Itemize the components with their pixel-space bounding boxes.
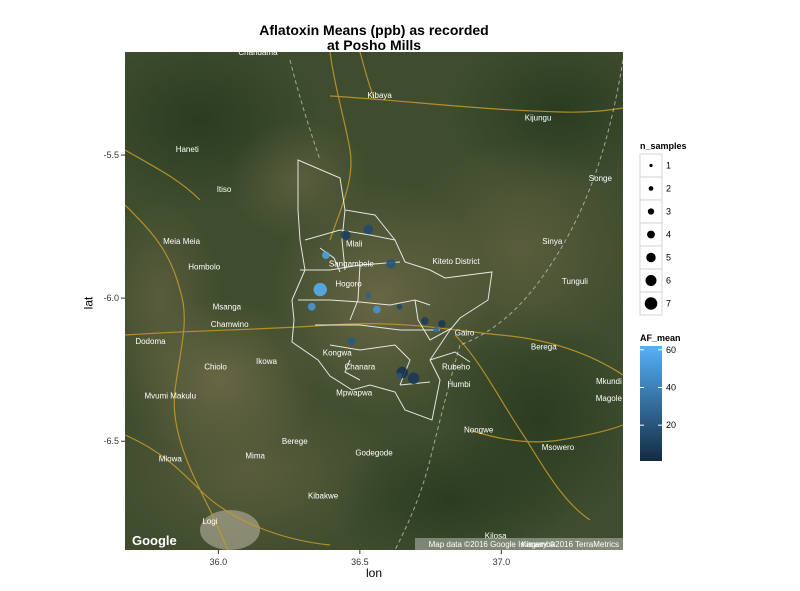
data-point — [407, 372, 420, 385]
map-label: Nongwe — [464, 426, 494, 435]
map-label: Berega — [531, 343, 557, 352]
map-label: Mima — [245, 451, 265, 460]
data-point — [363, 224, 374, 235]
map-label: Gairo — [455, 328, 475, 337]
map-label: Kongwa — [323, 348, 352, 357]
x-tick-label: 37.0 — [493, 557, 511, 567]
satellite-map — [125, 52, 623, 550]
y-axis-title: lat — [81, 296, 96, 310]
map-label: Itiso — [217, 185, 232, 194]
map-attribution[interactable]: Map data ©2016 Google Imagery ©2016 Terr… — [429, 540, 619, 549]
map-label: Magole — [596, 394, 623, 403]
map-label: Chandama — [238, 48, 278, 57]
y-tick-label: -6.5 — [103, 436, 119, 446]
size-legend-label: 5 — [666, 253, 671, 263]
size-legend-label: 2 — [666, 184, 671, 194]
map-label: Msanga — [213, 303, 242, 312]
data-points — [307, 224, 446, 385]
map-label: Kibaya — [367, 91, 392, 100]
size-legend-dot — [649, 163, 653, 168]
data-point — [347, 337, 356, 345]
size-legend-dot — [648, 186, 654, 191]
color-legend-label: 60 — [666, 345, 676, 355]
map-label: Dodoma — [135, 337, 166, 346]
data-point — [396, 372, 403, 379]
map-label: Sinya — [542, 237, 563, 246]
size-legend-label: 7 — [666, 299, 671, 309]
y-tick-label: -5.5 — [103, 150, 119, 160]
title-line-1: Aflatoxin Means (ppb) as recorded — [259, 22, 489, 38]
map-label: Chanara — [345, 363, 376, 372]
map-label: Mlowa — [159, 454, 183, 463]
x-tick-label: 36.5 — [351, 557, 369, 567]
size-legend: n_samples 1 2 3 4 5 6 7 — [639, 141, 687, 316]
data-point — [313, 282, 327, 297]
map-label: Mlali — [346, 240, 363, 249]
x-tick-label: 36.0 — [210, 557, 228, 567]
data-point — [396, 303, 403, 310]
color-bar — [640, 346, 662, 461]
size-legend-dot — [647, 208, 655, 215]
map-label: Meia Meia — [163, 237, 200, 246]
map-label: Tunguli — [562, 277, 588, 286]
x-axis-title: lon — [366, 566, 383, 580]
size-legend-dot — [645, 275, 657, 286]
color-legend-label: 40 — [666, 382, 676, 392]
size-legend-label: 1 — [666, 161, 671, 171]
map-label: Msowero — [542, 443, 575, 452]
map-label: Kimamba — [521, 540, 555, 549]
map-labels: Chandama Kibaya Kijungu Haneti Songe Itiso Mei… — [135, 48, 623, 549]
map-label: Chamwino — [211, 320, 249, 329]
map-label: Mpwapwa — [336, 388, 373, 397]
google-logo: Google — [132, 533, 177, 548]
data-point — [322, 251, 330, 260]
size-legend-label: 6 — [666, 276, 671, 286]
size-legend-label: 4 — [666, 230, 671, 240]
map-label: Kilosa — [485, 532, 507, 541]
color-legend-title: AF_mean — [640, 333, 681, 343]
map-label: Humbi — [447, 380, 470, 389]
map-label: Sangambele — [329, 260, 374, 269]
map-label: Kiteto District — [432, 257, 480, 266]
data-point — [307, 302, 316, 311]
map-label: Kijungu — [525, 114, 552, 123]
data-point — [372, 305, 381, 314]
size-legend-dot — [644, 297, 658, 310]
data-point — [365, 292, 372, 299]
data-point — [433, 326, 440, 333]
data-point — [340, 230, 351, 240]
size-legend-dot — [646, 252, 656, 263]
roads — [125, 52, 623, 550]
size-legend-label: 3 — [666, 207, 671, 217]
map-label: Haneti — [176, 145, 199, 154]
map-label: Hogoro — [335, 280, 362, 289]
map-label: Mkundi — [596, 377, 622, 386]
y-tick-label: -6.0 — [103, 293, 119, 303]
map-label: Hombolo — [188, 263, 221, 272]
data-point — [386, 258, 396, 269]
axes: 36.0 36.5 37.0 -5.5 -6.0 -6.5 — [103, 150, 510, 567]
map-label: Rubeho — [442, 363, 471, 372]
data-point — [438, 320, 446, 328]
dashed-boundaries — [289, 59, 623, 550]
map-label: Mvumi Makulu — [144, 391, 196, 400]
color-legend-label: 20 — [666, 420, 676, 430]
map-label: Berege — [282, 437, 308, 446]
data-point — [421, 317, 429, 325]
map-label: Ikowa — [256, 357, 277, 366]
map-label: Logi — [202, 517, 217, 526]
attribution-backdrop — [415, 538, 623, 550]
title-line-2: at Posho Mills — [326, 37, 422, 53]
map-label: Songe — [589, 174, 613, 183]
size-legend-title: n_samples — [640, 141, 687, 151]
map-label: Kibakwe — [308, 491, 339, 500]
color-legend: AF_mean 60 40 20 — [640, 333, 681, 461]
map-label: Godegode — [355, 449, 393, 458]
chart-title: Aflatoxin Means (ppb) as recorded at Pos… — [125, 23, 623, 53]
map-label: Chiolo — [204, 363, 227, 372]
size-legend-dot — [647, 230, 655, 239]
